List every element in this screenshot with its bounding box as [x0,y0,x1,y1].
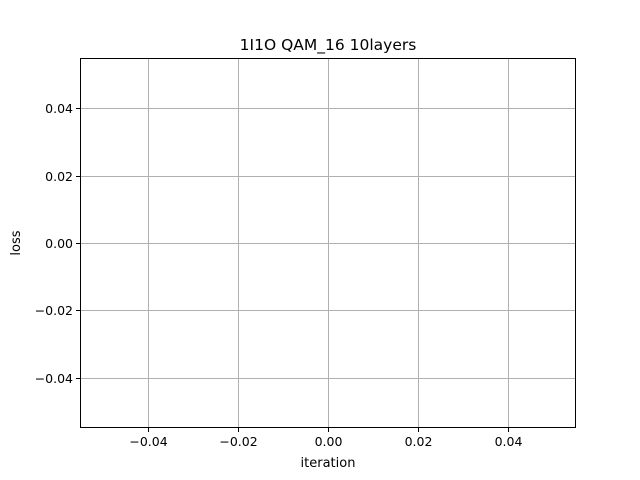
x-tick-label: −0.04 [129,434,167,449]
x-tick-label: 0.04 [495,434,523,449]
x-axis-label: iteration [301,456,356,471]
x-tick-label: 0.00 [315,434,343,449]
y-tick-label: −0.04 [35,371,73,386]
grid [80,58,576,428]
y-tick-label: 0.02 [45,169,73,184]
y-tick-label: 0.00 [45,236,73,251]
y-axis: −0.04 −0.02 0.00 0.02 0.04 [35,101,80,386]
y-axis-label: loss [9,230,24,255]
x-axis: −0.04 −0.02 0.00 0.02 0.04 [129,428,522,449]
x-tick-label: 0.02 [405,434,433,449]
x-tick-label: −0.02 [219,434,257,449]
y-tick-label: −0.02 [35,303,73,318]
chart-title: 1I1O QAM_16 10layers [240,36,417,55]
y-tick-label: 0.04 [45,101,73,116]
plot-area-frame [80,58,576,428]
